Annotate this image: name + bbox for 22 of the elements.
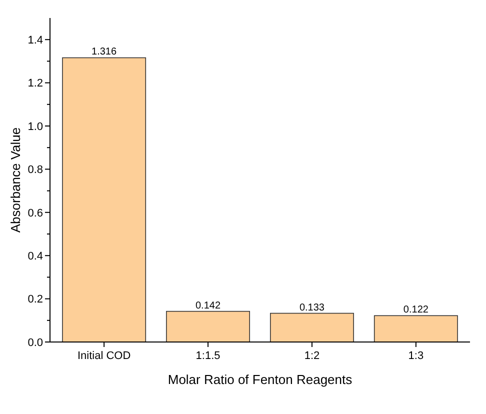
y-tick-label: 1.0 [28,120,43,133]
bar [62,57,146,342]
y-tick-label: 0.8 [28,164,43,176]
y-tick-label: 0.0 [28,336,43,349]
y-tick-label: 0.6 [28,207,43,220]
y-tick-label: 1.2 [28,78,43,90]
x-tick-label: 1:1.5 [196,350,220,362]
y-tick-label: 0.2 [28,294,43,306]
x-tick-label: 1:2 [304,350,320,362]
y-tick-label: 1.4 [28,34,43,46]
bar [270,312,354,342]
data-label: 0.122 [403,304,429,316]
y-axis-title: Absorbance Value [8,127,23,233]
bar [166,310,250,342]
data-label: 0.142 [196,300,221,312]
bar [374,315,458,342]
data-label: 0.133 [299,302,325,314]
x-tick-label: Initial COD [77,350,131,362]
data-label: 1.316 [92,46,118,58]
x-axis-title: Molar Ratio of Fenton Reagents [168,372,353,387]
x-tick-label: 1:3 [408,350,424,362]
y-tick-label: 0.4 [28,250,43,262]
